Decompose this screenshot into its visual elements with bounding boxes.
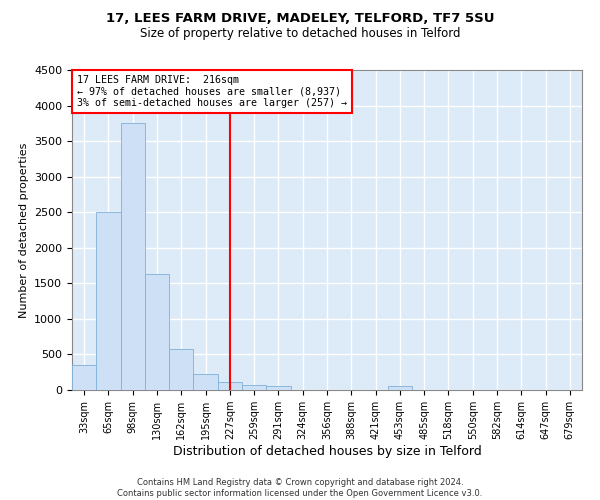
X-axis label: Distribution of detached houses by size in Telford: Distribution of detached houses by size … [173,445,481,458]
Bar [145,274,169,390]
Bar [242,386,266,390]
Text: Size of property relative to detached houses in Telford: Size of property relative to detached ho… [140,28,460,40]
Text: 17, LEES FARM DRIVE, MADELEY, TELFORD, TF7 5SU: 17, LEES FARM DRIVE, MADELEY, TELFORD, T… [106,12,494,26]
Bar [266,386,290,390]
Text: Contains HM Land Registry data © Crown copyright and database right 2024.
Contai: Contains HM Land Registry data © Crown c… [118,478,482,498]
Bar [218,382,242,390]
Bar [169,349,193,390]
Bar [388,386,412,390]
Bar [96,212,121,390]
Y-axis label: Number of detached properties: Number of detached properties [19,142,29,318]
Bar [121,124,145,390]
Bar [193,374,218,390]
Bar [72,365,96,390]
Text: 17 LEES FARM DRIVE:  216sqm
← 97% of detached houses are smaller (8,937)
3% of s: 17 LEES FARM DRIVE: 216sqm ← 97% of deta… [77,75,347,108]
